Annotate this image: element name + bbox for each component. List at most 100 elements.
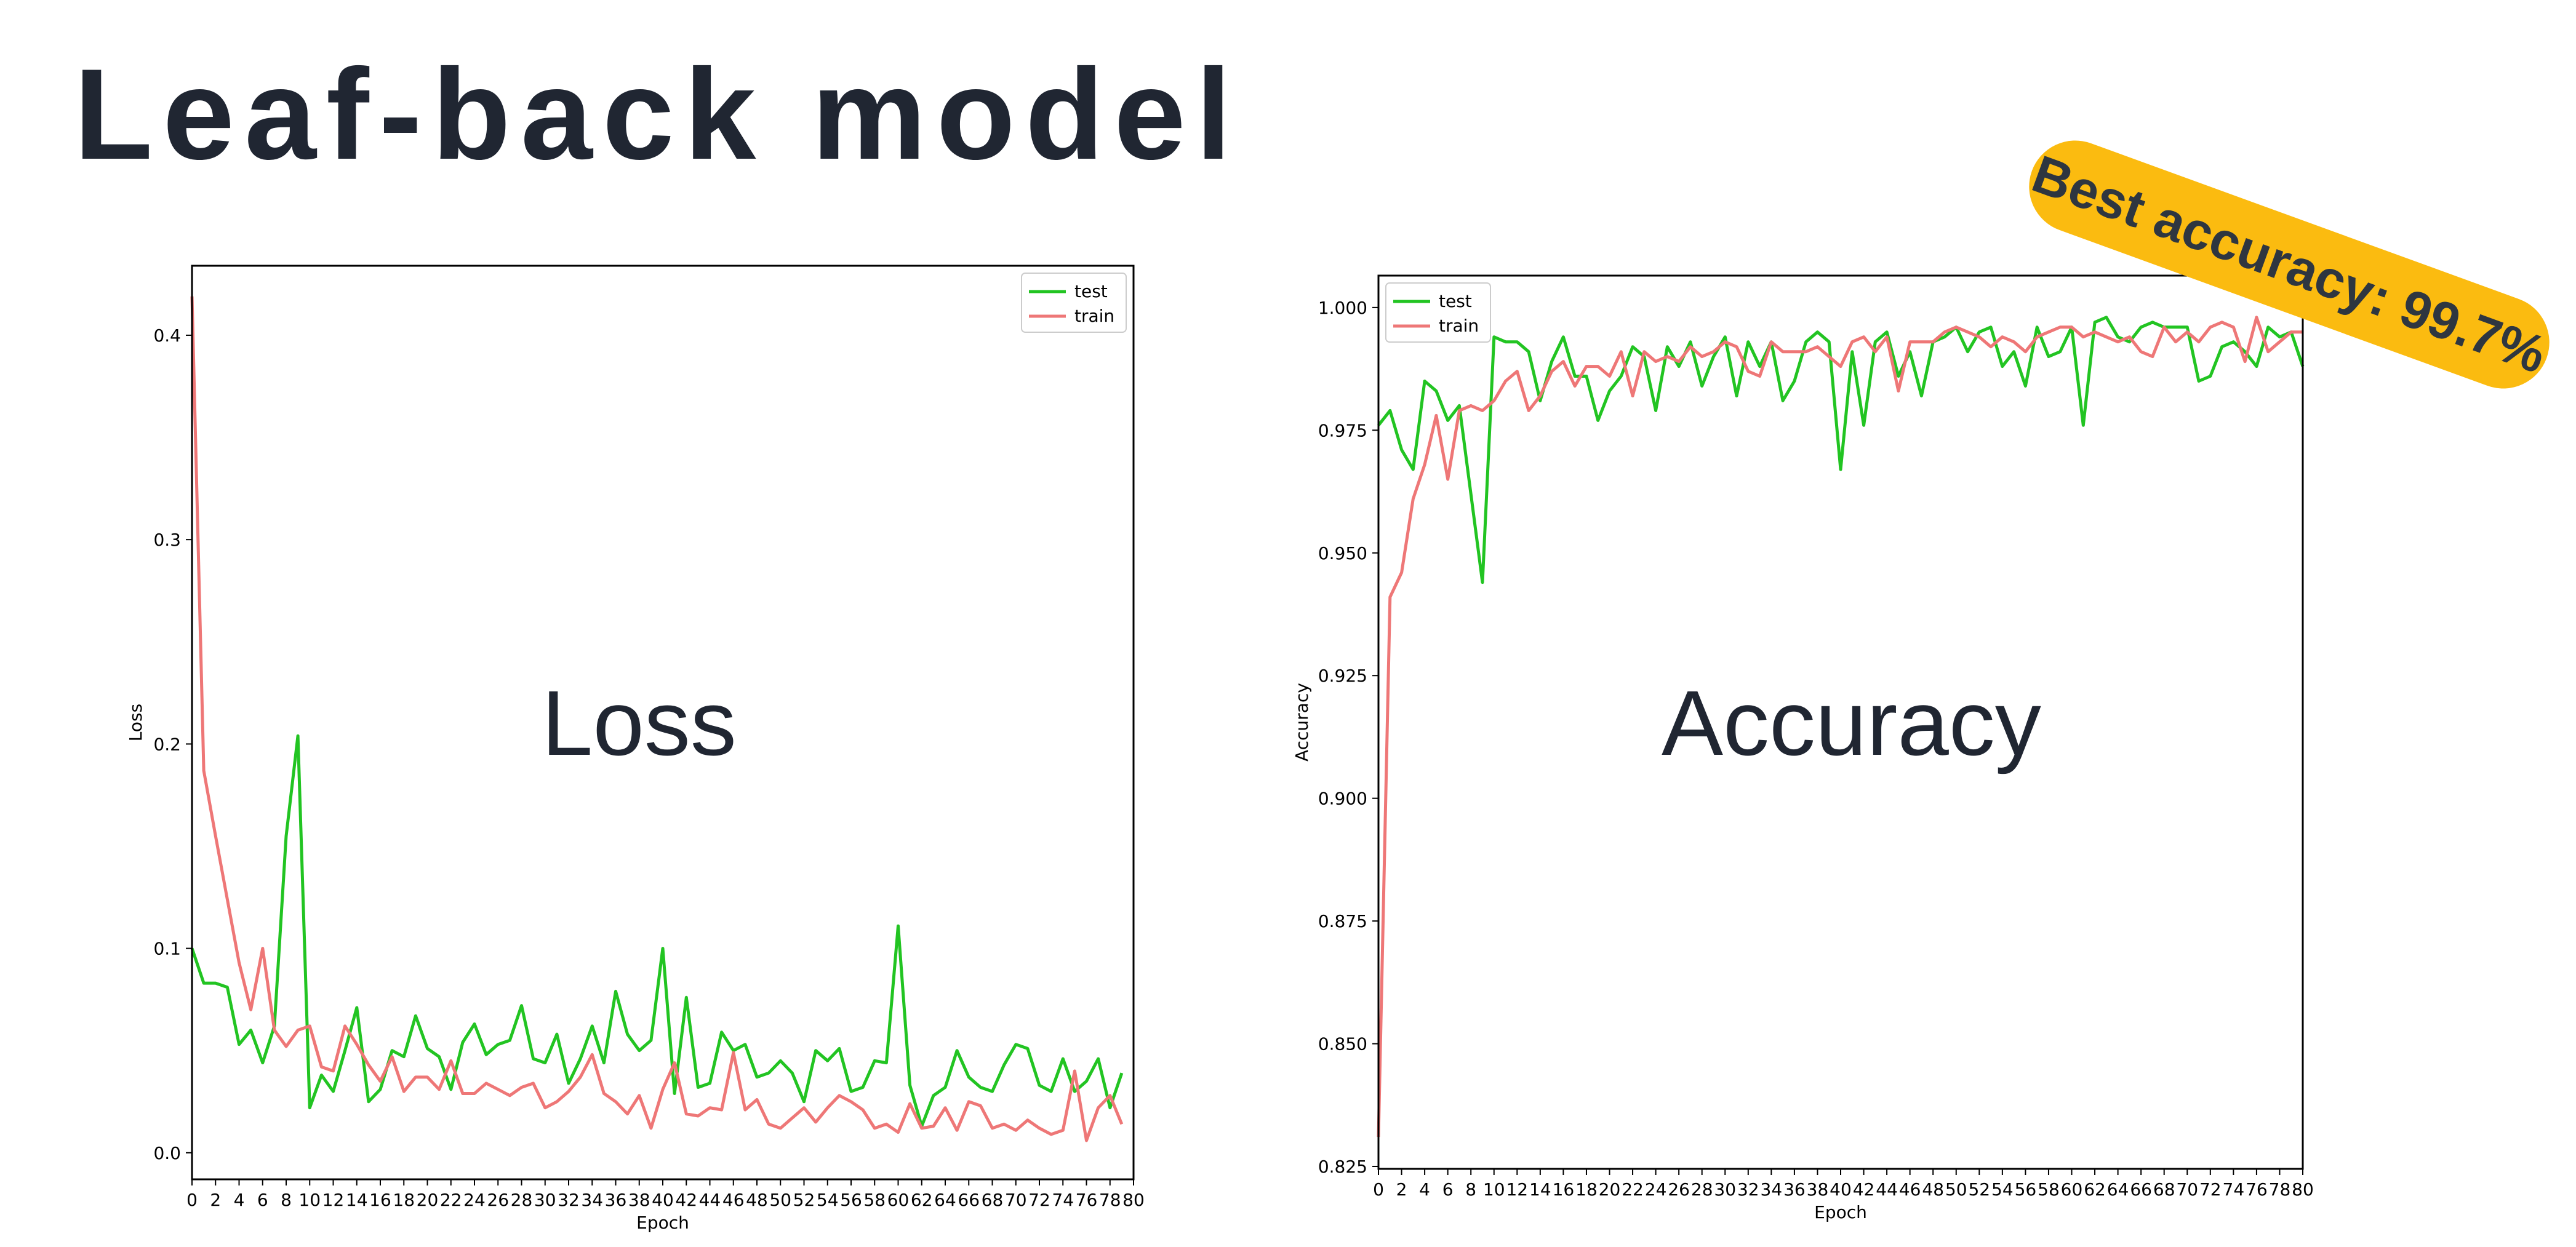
chart1-x-tick-label: 38 bbox=[1807, 1179, 1829, 1200]
chart1-x-tick-label: 70 bbox=[2176, 1179, 2198, 1200]
chart1-x-tick-label: 32 bbox=[1737, 1179, 1759, 1200]
chart1-x-tick-label: 0 bbox=[1373, 1179, 1384, 1200]
chart1-x-tick-label: 62 bbox=[2084, 1179, 2106, 1200]
chart0-x-tick-label: 24 bbox=[463, 1190, 486, 1210]
chart0-x-tick-label: 4 bbox=[234, 1190, 245, 1210]
chart1-x-tick-label: 14 bbox=[1529, 1179, 1551, 1200]
page-title: Leaf-back model bbox=[74, 42, 1242, 186]
chart1-x-tick-label: 34 bbox=[1761, 1179, 1783, 1200]
chart0-y-tick-label: 0.1 bbox=[153, 939, 181, 959]
chart0-x-tick-label: 68 bbox=[982, 1190, 1004, 1210]
chart1-x-tick-label: 36 bbox=[1783, 1179, 1806, 1200]
chart1-y-tick-label: 0.825 bbox=[1318, 1157, 1367, 1177]
chart0-x-tick-label: 36 bbox=[605, 1190, 627, 1210]
chart0-x-tick-label: 56 bbox=[840, 1190, 862, 1210]
chart0-y-tick-label: 0.3 bbox=[153, 530, 181, 550]
chart0-x-tick-label: 78 bbox=[1099, 1190, 1121, 1210]
chart0-x-tick-label: 26 bbox=[487, 1190, 509, 1210]
chart0-x-tick-label: 48 bbox=[746, 1190, 768, 1210]
chart0-x-tick-label: 58 bbox=[863, 1190, 886, 1210]
chart0-legend-label-test: test bbox=[1074, 281, 1108, 301]
chart1-x-tick-label: 2 bbox=[1396, 1179, 1407, 1200]
chart1-x-tick-label: 48 bbox=[1922, 1179, 1944, 1200]
chart1-y-tick-label: 0.950 bbox=[1318, 543, 1367, 564]
chart1-y-tick-label: 0.900 bbox=[1318, 789, 1367, 809]
chart1-x-tick-label: 28 bbox=[1691, 1179, 1713, 1200]
chart0-x-tick-label: 8 bbox=[281, 1190, 292, 1210]
chart1-x-tick-label: 26 bbox=[1668, 1179, 1690, 1200]
chart1-x-tick-label: 54 bbox=[1991, 1179, 2014, 1200]
chart0-x-tick-label: 2 bbox=[210, 1190, 221, 1210]
chart1-x-tick-label: 24 bbox=[1645, 1179, 1667, 1200]
chart1-x-tick-label: 50 bbox=[1945, 1179, 1967, 1200]
chart1-x-tick-label: 30 bbox=[1714, 1179, 1736, 1200]
chart0-x-tick-label: 38 bbox=[628, 1190, 650, 1210]
chart0-y-tick-label: 0.0 bbox=[153, 1143, 181, 1163]
chart1-x-tick-label: 56 bbox=[2015, 1179, 2037, 1200]
chart1-x-tick-label: 72 bbox=[2199, 1179, 2222, 1200]
chart0-x-tick-label: 52 bbox=[793, 1190, 815, 1210]
chart1-y-tick-label: 0.925 bbox=[1318, 666, 1367, 686]
chart1-x-tick-label: 44 bbox=[1876, 1179, 1898, 1200]
chart1-x-tick-label: 60 bbox=[2061, 1179, 2083, 1200]
chart0-x-tick-label: 50 bbox=[769, 1190, 791, 1210]
chart1-x-axis-label: Epoch bbox=[1814, 1202, 1867, 1222]
chart1-x-tick-label: 64 bbox=[2107, 1179, 2129, 1200]
chart0-x-tick-label: 14 bbox=[346, 1190, 368, 1210]
chart0-x-tick-label: 32 bbox=[558, 1190, 580, 1210]
chart1-series-line-test bbox=[1377, 316, 2305, 584]
chart0-x-tick-label: 74 bbox=[1052, 1190, 1074, 1210]
chart0-x-tick-label: 72 bbox=[1028, 1190, 1050, 1210]
chart1-legend-label-test: test bbox=[1439, 291, 1472, 311]
chart1-x-tick-label: 68 bbox=[2153, 1179, 2175, 1200]
chart0-x-tick-label: 20 bbox=[417, 1190, 439, 1210]
chart1-x-tick-label: 6 bbox=[1442, 1179, 1454, 1200]
chart0-x-tick-label: 16 bbox=[369, 1190, 391, 1210]
chart1-x-tick-label: 74 bbox=[2223, 1179, 2245, 1200]
chart0-x-tick-label: 66 bbox=[958, 1190, 980, 1210]
chart1-x-tick-label: 80 bbox=[2292, 1179, 2314, 1200]
chart0-x-tick-label: 62 bbox=[911, 1190, 933, 1210]
chart1-x-tick-label: 4 bbox=[1419, 1179, 1430, 1200]
chart1-y-tick-label: 1.000 bbox=[1318, 298, 1367, 318]
chart0-x-axis-label: Epoch bbox=[636, 1213, 689, 1233]
chart1-x-tick-label: 42 bbox=[1853, 1179, 1875, 1200]
chart0-x-tick-label: 80 bbox=[1122, 1190, 1145, 1210]
chart1-x-tick-label: 66 bbox=[2130, 1179, 2152, 1200]
chart0-x-tick-label: 22 bbox=[440, 1190, 462, 1210]
chart1-x-tick-label: 46 bbox=[1899, 1179, 1921, 1200]
chart1-x-tick-label: 20 bbox=[1599, 1179, 1621, 1200]
chart0-x-tick-label: 44 bbox=[699, 1190, 721, 1210]
accuracy-chart-overlay-label: Accuracy bbox=[1662, 671, 2041, 775]
chart1-x-tick-label: 40 bbox=[1830, 1179, 1852, 1200]
chart0-x-tick-label: 18 bbox=[393, 1190, 415, 1210]
chart0-x-tick-label: 30 bbox=[534, 1190, 556, 1210]
chart0-y-axis-label: Loss bbox=[126, 704, 146, 741]
chart0-legend-label-train: train bbox=[1074, 306, 1114, 326]
chart0-x-tick-label: 0 bbox=[186, 1190, 198, 1210]
chart0-x-tick-label: 40 bbox=[652, 1190, 674, 1210]
chart1-y-tick-label: 0.875 bbox=[1318, 911, 1367, 931]
chart0-x-tick-label: 60 bbox=[887, 1190, 910, 1210]
chart0-y-tick-label: 0.4 bbox=[153, 325, 181, 346]
chart0-x-tick-label: 42 bbox=[675, 1190, 697, 1210]
chart1-x-tick-label: 8 bbox=[1465, 1179, 1476, 1200]
chart0-x-tick-label: 12 bbox=[322, 1190, 345, 1210]
loss-chart-overlay-label: Loss bbox=[542, 671, 737, 775]
chart1-x-tick-label: 76 bbox=[2246, 1179, 2268, 1200]
chart1-x-tick-label: 22 bbox=[1622, 1179, 1644, 1200]
chart0-series-line-test bbox=[190, 734, 1124, 1128]
chart1-series-line-train bbox=[1377, 316, 2303, 1137]
chart1-y-axis-label: Accuracy bbox=[1292, 683, 1312, 762]
chart0-x-tick-label: 28 bbox=[511, 1190, 533, 1210]
chart0-x-tick-label: 64 bbox=[934, 1190, 956, 1210]
chart0-x-tick-label: 70 bbox=[1005, 1190, 1027, 1210]
chart1-x-tick-label: 78 bbox=[2269, 1179, 2291, 1200]
chart1-x-tick-label: 58 bbox=[2038, 1179, 2060, 1200]
chart1-x-tick-label: 12 bbox=[1506, 1179, 1528, 1200]
chart1-x-tick-label: 16 bbox=[1553, 1179, 1575, 1200]
chart0-x-tick-label: 46 bbox=[722, 1190, 745, 1210]
chart1-legend-label-train: train bbox=[1439, 316, 1479, 336]
